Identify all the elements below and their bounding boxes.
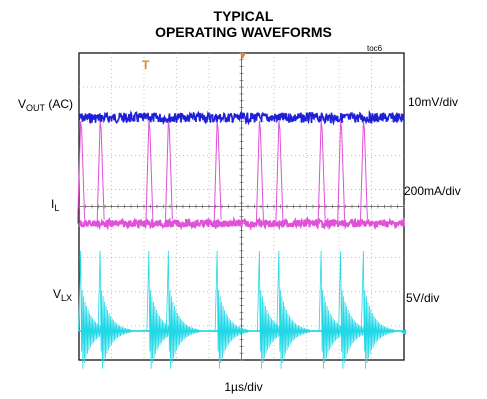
il-spike-6 <box>275 121 284 224</box>
il-spike-2 <box>145 121 154 224</box>
figure-id: toc6 <box>367 44 383 53</box>
chart-title-line1: TYPICAL <box>213 8 274 24</box>
il-scale-label: 200mA/div <box>404 184 461 198</box>
vlx-ringing-3 <box>165 250 200 369</box>
vlx-ringing-6 <box>276 250 310 369</box>
vlx-ringing-4 <box>214 250 249 369</box>
chart-title-line2: OPERATING WAVEFORMS <box>155 24 332 40</box>
vlx-ringing-1 <box>97 250 132 369</box>
il-trace <box>78 216 405 231</box>
il-spike-9 <box>359 121 368 224</box>
il-spike-3 <box>164 121 173 224</box>
vlx-ground-marker-icon <box>401 329 406 336</box>
il-spike-4 <box>213 121 222 224</box>
il-spike-8 <box>337 121 346 224</box>
vlx-ringing-9 <box>360 250 395 369</box>
il-spike-7 <box>317 121 326 224</box>
il-spike-0 <box>77 121 86 224</box>
center-marker-icon <box>239 53 246 59</box>
vlx-scale-label: 5V/div <box>406 291 440 305</box>
vout-trace <box>78 109 405 126</box>
vlx-label: VLX <box>53 287 73 303</box>
vout-label: VOUT (AC) <box>18 97 74 113</box>
trigger-marker-icon: T <box>142 58 150 72</box>
il-label: IL <box>51 197 60 213</box>
vout-scale-label: 10mV/div <box>408 95 459 109</box>
il-spike-1 <box>96 121 105 224</box>
il-spike-5 <box>255 121 264 224</box>
x-axis-scale-label: 1µs/div <box>224 380 263 394</box>
